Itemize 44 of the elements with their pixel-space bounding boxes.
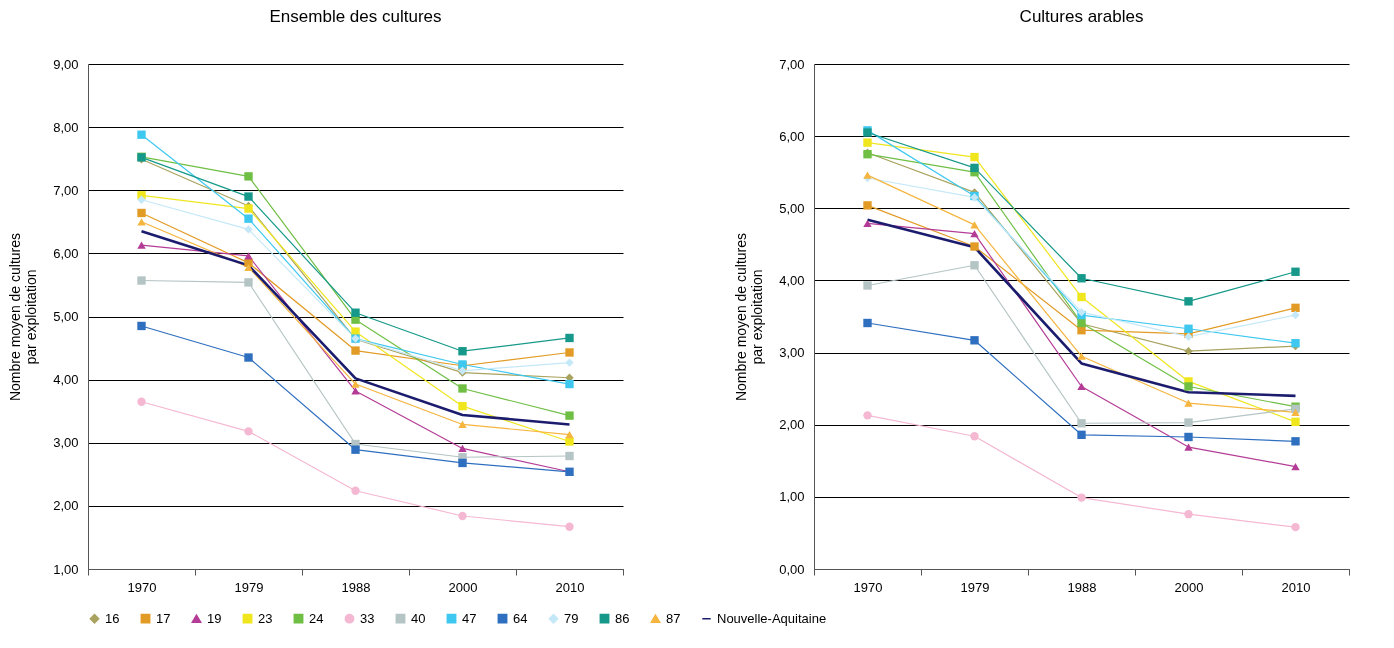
legend-label: 87 — [666, 610, 681, 626]
y-tick-label: 7,00 — [53, 182, 79, 198]
y-tick-label: 5,00 — [53, 309, 79, 324]
y-tick-label: 2,00 — [53, 498, 79, 514]
x-tick-label: 1988 — [341, 579, 371, 595]
legend-label: 17 — [156, 610, 171, 626]
x-tick-label: 1979 — [960, 579, 990, 595]
legend-label: 47 — [462, 610, 477, 626]
x-tick-label: 2000 — [1174, 579, 1204, 595]
x-tick-label: 1979 — [234, 579, 264, 595]
y-tick-label: 6,00 — [53, 245, 79, 261]
chart-title: Cultures arables — [1019, 7, 1144, 26]
y-tick-label: 9,00 — [53, 56, 79, 72]
chart-title: Ensemble des cultures — [269, 7, 442, 26]
x-tick-label: 2010 — [1281, 579, 1311, 595]
legend-label: 33 — [360, 610, 375, 626]
legend-label: 24 — [309, 610, 324, 626]
y-tick-label: 3,00 — [53, 435, 79, 451]
y-tick-label: 4,00 — [53, 372, 79, 388]
y-tick-label: 1,00 — [53, 561, 79, 577]
y-tick-label: 5,00 — [779, 200, 805, 216]
x-tick-label: 2000 — [448, 579, 478, 595]
y-tick-label: 7,00 — [779, 56, 805, 72]
y-tick-label: 2,00 — [779, 417, 805, 433]
y-tick-label: 4,00 — [779, 272, 805, 288]
y-axis-title: Nombre moyen de cultures par exploitation — [7, 232, 40, 402]
y-tick-label: 8,00 — [53, 119, 79, 135]
legend-label: 86 — [615, 610, 630, 626]
legend-label: 19 — [207, 610, 222, 626]
legend-label: 64 — [513, 610, 528, 626]
legend-label: 79 — [564, 610, 579, 626]
y-tick-label: 3,00 — [779, 345, 805, 361]
x-tick-label: 1988 — [1067, 579, 1097, 595]
legend-label: 16 — [105, 610, 120, 626]
y-axis-title: Nombre moyen de cultures par exploitation — [733, 232, 766, 402]
x-tick-label: 1970 — [127, 579, 157, 595]
legend-label: 23 — [258, 610, 273, 626]
y-tick-label: 6,00 — [779, 128, 805, 144]
x-tick-label: 1970 — [853, 579, 883, 595]
legend-label: Nouvelle-Aquitaine — [717, 610, 827, 626]
y-tick-label: 1,00 — [779, 489, 805, 505]
x-tick-label: 2010 — [555, 579, 585, 595]
y-tick-label: 0,00 — [779, 561, 805, 577]
legend-label: 40 — [411, 610, 426, 626]
